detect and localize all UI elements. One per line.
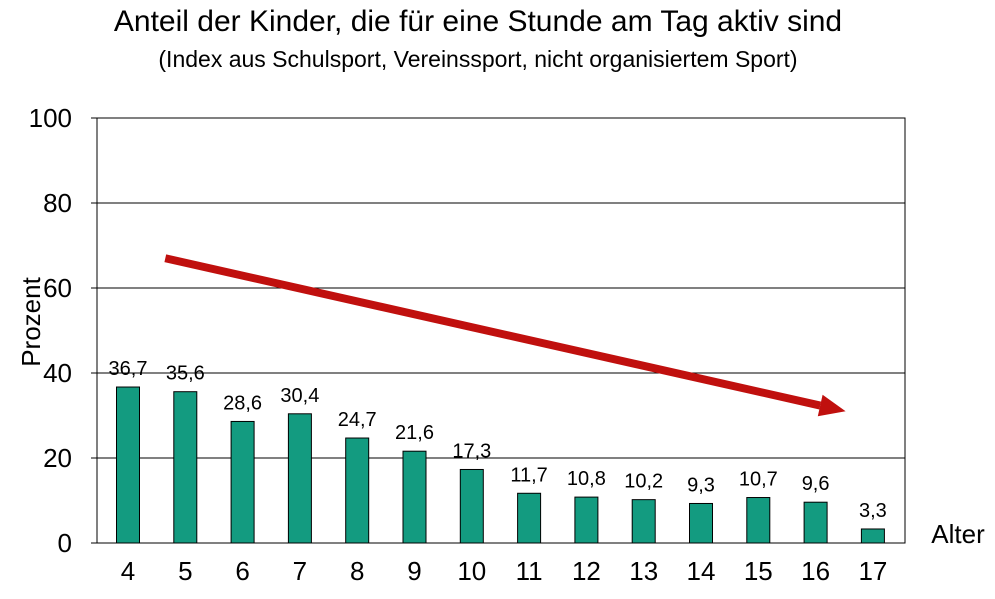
bars [116,386,885,544]
bar-14 [689,502,713,544]
x-tick-label-13: 13 [629,556,658,586]
bar-4 [116,386,140,544]
bar-10 [459,468,484,544]
x-tick-label-15: 15 [744,556,773,586]
bar-15 [746,497,771,544]
x-tick-labels: 4 5 6 7 8 9 10 11 12 13 14 15 16 17 [121,556,888,586]
data-label-7: 30,4 [280,385,319,407]
data-label-17: 3,3 [859,500,887,522]
bar-16 [803,501,828,544]
x-axis-label: Alter [931,519,985,549]
x-tick-label-8: 8 [350,556,364,586]
trend-arrow-shaft [164,254,822,410]
x-tick-label-11: 11 [516,556,543,586]
chart-subtitle: (Index aus Schulsport, Vereinssport, nic… [158,46,797,72]
bar-9 [402,450,427,544]
bar-8 [345,437,370,544]
data-label-11: 11,7 [510,464,547,486]
bar-7 [287,413,312,544]
x-tick-label-14: 14 [687,556,716,586]
x-tick-label-16: 16 [801,556,830,586]
bar-11 [517,492,542,544]
bar-6 [230,420,255,544]
trend-arrow [164,254,846,417]
trend-arrow-head [817,394,846,417]
data-label-6: 28,6 [223,392,262,414]
chart-title: Anteil der Kinder, die für eine Stunde a… [114,5,842,38]
data-label-15: 10,7 [739,469,778,491]
y-tick-label-80: 80 [43,188,72,218]
data-label-14: 9,3 [687,474,715,496]
x-tick-label-4: 4 [121,556,135,586]
data-label-13: 10,2 [624,471,663,493]
plot-area [96,117,906,544]
y-tick-labels: 0 20 40 60 80 100 [29,103,97,558]
bar-5 [173,391,198,544]
x-tick-label-17: 17 [858,556,887,586]
data-label-4: 36,7 [109,358,148,380]
x-tick-label-10: 10 [457,556,486,586]
x-tick-label-6: 6 [235,556,249,586]
data-label-10: 17,3 [452,440,491,462]
y-tick-label-100: 100 [29,103,72,133]
y-axis-label: Prozent [16,276,46,366]
data-label-12: 10,8 [567,468,606,490]
y-tick-label-40: 40 [43,358,72,388]
data-labels: 36,7 35,6 28,6 30,4 24,7 21,6 17,3 11,7 10,8 10,2… [109,358,887,522]
x-tick-label-12: 12 [572,556,601,586]
bar-17 [860,528,885,544]
x-tick-label-9: 9 [407,556,421,586]
y-tick-label-0: 0 [58,528,72,558]
grid-lines [97,202,905,459]
bar-12 [574,496,599,544]
data-label-8: 24,7 [338,409,377,431]
bar-13 [631,499,656,544]
y-tick-label-20: 20 [43,443,72,473]
x-tick-label-7: 7 [293,556,307,586]
data-label-16: 9,6 [802,473,830,495]
data-label-9: 21,6 [395,422,434,444]
y-tick-label-60: 60 [43,273,72,303]
data-label-5: 35,6 [166,363,205,385]
x-tick-label-5: 5 [178,556,192,586]
